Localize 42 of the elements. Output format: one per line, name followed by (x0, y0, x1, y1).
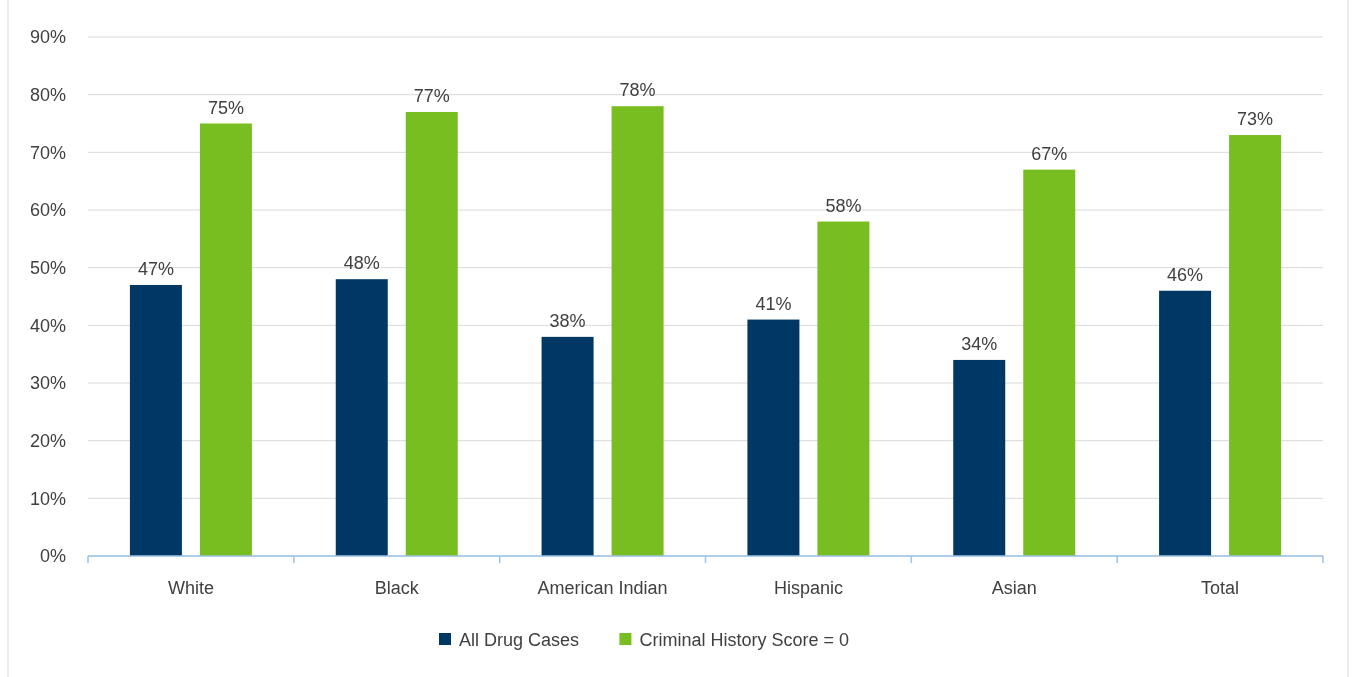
data-label: 78% (619, 80, 656, 101)
x-tick-label: American Indian (537, 578, 668, 598)
data-label: 47% (137, 258, 174, 279)
data-label: 34% (961, 333, 998, 354)
data-label: 73% (1237, 109, 1274, 130)
data-label: 46% (1167, 264, 1204, 285)
y-tick-label: 30% (29, 373, 66, 394)
x-tick-label: Hispanic (773, 578, 843, 598)
data-label: 41% (755, 293, 792, 314)
y-tick-label: 40% (29, 315, 66, 336)
y-tick-label: 20% (29, 430, 66, 451)
bar (405, 111, 458, 556)
x-tick-label: Asian (991, 578, 1037, 598)
x-tick-label: Total (1201, 578, 1240, 598)
data-label: 67% (1031, 143, 1068, 164)
bar (335, 279, 388, 556)
data-label: 58% (825, 195, 862, 216)
data-label: 48% (343, 253, 380, 274)
bar (1229, 135, 1282, 556)
bar (199, 123, 252, 556)
bar (817, 221, 870, 556)
y-tick-label: 60% (29, 200, 66, 221)
data-label: 38% (549, 310, 586, 331)
bar (1023, 169, 1076, 556)
data-label: 75% (207, 97, 244, 118)
y-tick-label: 0% (39, 546, 66, 567)
bar (541, 336, 594, 556)
y-tick-label: 10% (29, 488, 66, 509)
legend-label: All Drug Cases (459, 630, 580, 651)
data-label: 77% (413, 85, 450, 106)
bar (953, 359, 1006, 556)
y-tick-label: 70% (29, 142, 66, 163)
bar (611, 106, 664, 556)
x-tick-label: White (167, 578, 214, 598)
y-tick-label: 50% (29, 257, 66, 278)
y-tick-label: 80% (29, 84, 66, 105)
y-tick-label: 90% (29, 27, 66, 48)
bar (129, 284, 182, 556)
bar (1159, 290, 1212, 556)
bar (747, 319, 800, 556)
legend-label: Criminal History Score = 0 (639, 630, 849, 651)
x-tick-label: Black (374, 578, 420, 598)
